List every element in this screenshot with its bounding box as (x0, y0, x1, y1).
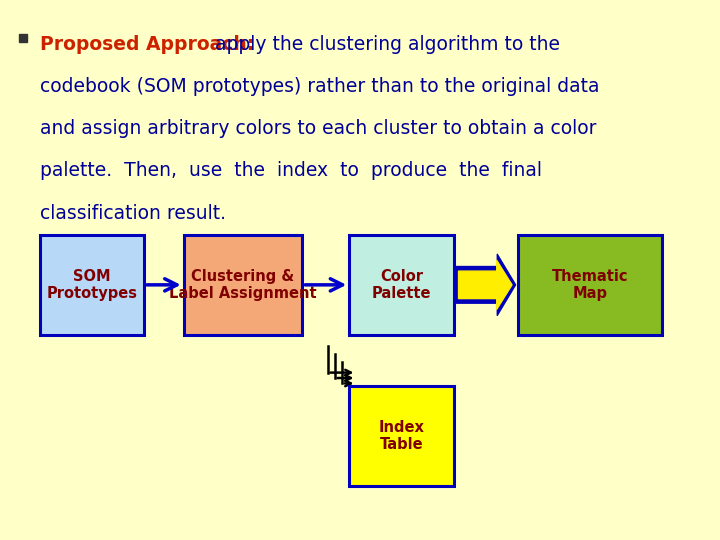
FancyBboxPatch shape (349, 235, 454, 335)
Text: Index
Table: Index Table (379, 420, 424, 453)
Text: Color
Palette: Color Palette (372, 268, 431, 301)
Text: Clustering &
Label Assignment: Clustering & Label Assignment (169, 268, 317, 301)
Text: and assign arbitrary colors to each cluster to obtain a color: and assign arbitrary colors to each clus… (40, 119, 596, 138)
FancyBboxPatch shape (40, 235, 144, 335)
FancyBboxPatch shape (349, 386, 454, 486)
Text: codebook (SOM prototypes) rather than to the original data: codebook (SOM prototypes) rather than to… (40, 77, 599, 96)
Text: Thematic
Map: Thematic Map (552, 268, 629, 301)
FancyBboxPatch shape (518, 235, 662, 335)
FancyBboxPatch shape (184, 235, 302, 335)
Text: classification result.: classification result. (40, 204, 225, 222)
Text: Proposed Approach:: Proposed Approach: (40, 35, 254, 54)
Text: apply the clustering algorithm to the: apply the clustering algorithm to the (209, 35, 560, 54)
Text: palette.  Then,  use  the  index  to  produce  the  final: palette. Then, use the index to produce … (40, 161, 541, 180)
Text: SOM
Prototypes: SOM Prototypes (46, 268, 138, 301)
